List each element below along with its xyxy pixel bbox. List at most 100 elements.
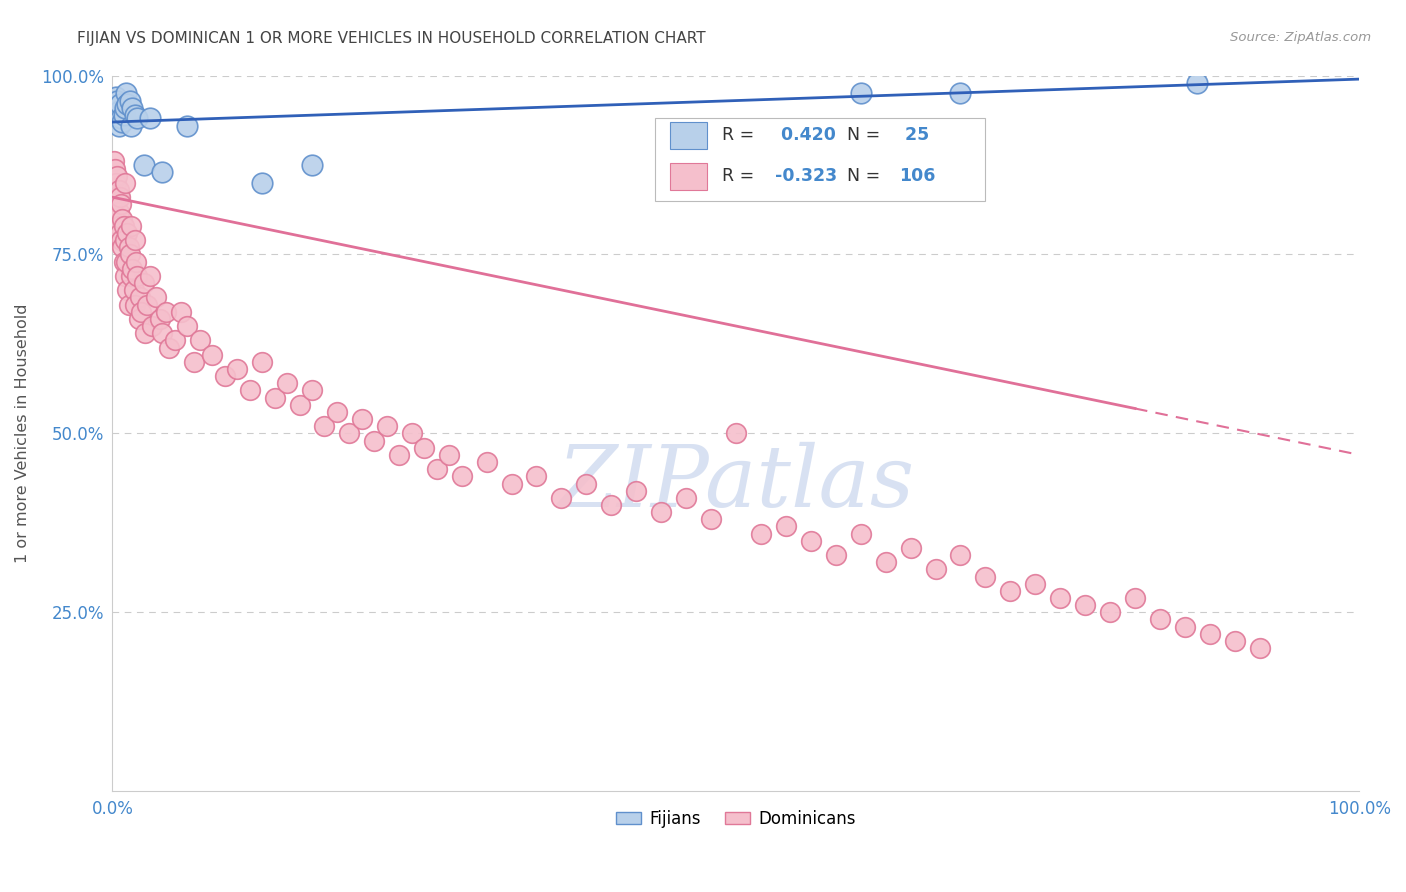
Point (115, 87, 138, 101)
Point (150, 326, 173, 341)
Point (375, 419, 398, 434)
Point (437, 448, 460, 462)
Text: 106: 106 (900, 168, 936, 186)
Point (104, 161, 127, 176)
Point (118, 247, 141, 261)
Bar (669, 163, 707, 190)
Point (118, 94, 141, 108)
Point (117, 283, 139, 297)
Point (675, 491, 697, 505)
Point (201, 348, 224, 362)
Point (117, 226, 139, 240)
Point (124, 233, 146, 247)
Point (141, 319, 163, 334)
Point (110, 112, 132, 126)
Point (1187, 76, 1209, 90)
Point (105, 190, 128, 204)
Legend: Fijians, Dominicans: Fijians, Dominicans (609, 803, 863, 835)
Point (128, 311, 150, 326)
Point (163, 334, 186, 348)
Point (526, 469, 548, 483)
Point (413, 441, 436, 455)
Point (1099, 605, 1122, 619)
Point (974, 569, 997, 583)
Point (363, 434, 385, 448)
FancyBboxPatch shape (655, 119, 986, 201)
Point (107, 204, 129, 219)
Text: 0.420: 0.420 (775, 127, 835, 145)
Text: N =: N = (846, 168, 886, 186)
Point (115, 254, 138, 268)
Point (214, 369, 236, 384)
Point (314, 419, 336, 434)
Text: Source: ZipAtlas.com: Source: ZipAtlas.com (1230, 31, 1371, 45)
Point (145, 290, 167, 304)
Point (724, 426, 747, 441)
Point (426, 462, 449, 476)
Point (250, 355, 273, 369)
Point (624, 483, 647, 498)
Point (1049, 591, 1071, 605)
Point (125, 254, 148, 268)
Point (114, 101, 136, 115)
Point (132, 276, 155, 290)
Point (150, 165, 173, 179)
Point (1174, 620, 1197, 634)
Point (107, 119, 129, 133)
Point (183, 355, 205, 369)
Point (501, 476, 523, 491)
Point (450, 469, 472, 483)
Point (875, 555, 897, 569)
Point (550, 491, 572, 505)
Point (111, 115, 134, 129)
Point (824, 548, 846, 562)
Point (176, 319, 198, 334)
Point (110, 197, 132, 211)
Point (775, 519, 797, 533)
Point (107, 94, 129, 108)
Point (849, 87, 872, 101)
Point (117, 97, 139, 112)
Bar (669, 121, 707, 149)
Point (107, 183, 129, 197)
Point (107, 169, 129, 183)
Point (388, 448, 411, 462)
Point (149, 311, 172, 326)
Point (105, 176, 128, 190)
Point (326, 405, 349, 419)
Point (1198, 627, 1220, 641)
Text: R =: R = (723, 168, 761, 186)
Point (114, 176, 136, 190)
Point (112, 219, 135, 233)
Point (139, 112, 162, 126)
Point (107, 104, 129, 119)
Point (108, 97, 131, 112)
Point (1024, 576, 1046, 591)
Point (650, 505, 672, 519)
Point (114, 233, 136, 247)
Point (157, 341, 180, 355)
Point (120, 268, 142, 283)
Point (107, 219, 129, 233)
Point (1149, 613, 1171, 627)
Point (475, 455, 498, 469)
Point (350, 412, 373, 426)
Point (575, 476, 598, 491)
Point (114, 268, 136, 283)
Point (108, 190, 131, 204)
Point (924, 562, 946, 576)
Point (112, 108, 135, 122)
Point (949, 87, 972, 101)
Point (949, 548, 972, 562)
Point (1123, 591, 1146, 605)
Point (288, 398, 311, 412)
Point (1249, 641, 1271, 656)
Point (110, 233, 132, 247)
Point (121, 261, 143, 276)
Point (188, 334, 211, 348)
Point (250, 176, 273, 190)
Point (337, 426, 360, 441)
Text: 25: 25 (900, 127, 929, 145)
Text: ZIPatlas: ZIPatlas (557, 442, 914, 524)
Point (124, 297, 146, 311)
